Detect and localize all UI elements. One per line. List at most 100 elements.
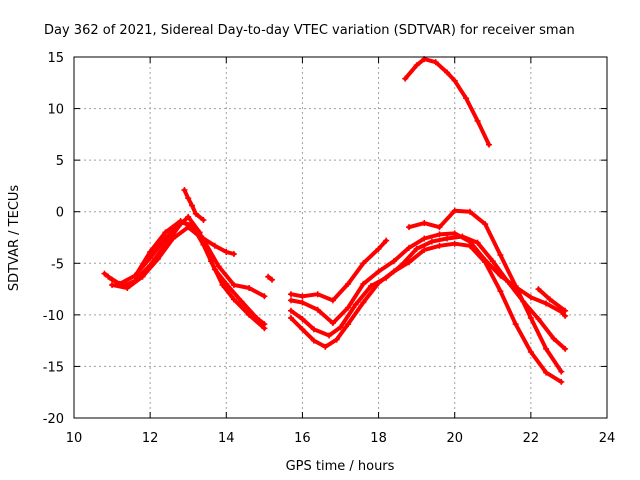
data-point [230,296,237,303]
data-point [185,195,192,202]
data-point [299,315,306,322]
data-point [189,224,196,231]
data-point [562,345,569,352]
data-point [299,293,306,300]
series-arc-4 [131,217,237,280]
data-point [512,282,519,289]
data-point [181,187,188,194]
series-arc-9 [288,237,390,304]
data-point [139,273,146,280]
data-point [421,246,428,253]
data-point [185,213,192,220]
data-point [375,268,382,275]
x-tick-label: 12 [142,431,159,446]
data-point [512,321,519,328]
data-point [436,231,443,238]
data-point [131,273,138,280]
series-line [289,241,564,384]
data-point [219,281,226,288]
data-point [444,69,451,76]
data-point [177,217,184,224]
data-point [189,202,196,209]
data-point [223,248,230,255]
data-point [444,235,451,242]
data-point [383,274,390,281]
data-point [314,291,321,298]
data-point [105,273,112,280]
grid [74,57,607,418]
data-point [562,312,569,319]
data-point [466,208,473,215]
data-point [543,369,550,376]
chart-title: Day 362 of 2021, Sidereal Day-to-day VTE… [44,23,575,38]
y-tick-label: -10 [43,309,64,324]
data-point [451,230,458,237]
data-point [288,291,295,298]
x-tick-label: 20 [446,431,463,446]
data-point [345,321,352,328]
data-point [261,293,268,300]
data-point [489,258,496,265]
series-arc-13 [265,273,275,283]
data-point [215,263,222,270]
data-point [345,280,352,287]
series-arc-10 [406,207,565,375]
series-arc-8 [288,230,569,327]
plot-frame [73,56,608,419]
x-tick-label: 14 [218,431,235,446]
data-point [326,332,333,339]
data-point [527,348,534,355]
data-point [337,324,344,331]
y-axis-label: SDTVAR / TECUs [7,185,22,292]
data-point [253,314,260,321]
y-tick-label: 0 [56,206,64,221]
y-tick-label: -20 [43,412,64,427]
data-point [398,262,405,269]
data-point [147,248,154,255]
data-point [428,238,435,245]
series-line [110,225,267,299]
data-point [360,260,367,267]
data-point [543,345,550,352]
data-point [413,62,420,69]
series-line [102,214,267,331]
x-tick-label: 24 [599,431,616,446]
data-point [230,251,237,258]
data-point [322,343,329,350]
data-point [546,296,553,303]
data-point [238,298,245,305]
x-tick-label: 10 [66,431,83,446]
series-arc-3 [109,224,268,300]
data-point [329,320,336,327]
data-point [421,220,428,227]
data-point [436,242,443,249]
y-tick-label: -15 [43,360,64,375]
data-point [299,326,306,333]
data-point [261,321,268,328]
data-point [211,266,218,273]
data-point [268,276,275,283]
data-point [463,95,470,102]
data-point [310,337,317,344]
data-point [367,282,374,289]
data-point [352,301,359,308]
data-point [200,216,207,223]
data-point [288,297,295,304]
data-point [451,240,458,247]
data-point [310,326,317,333]
y-tick-label: -5 [51,257,64,272]
series-line [289,231,568,326]
data-point [211,242,218,249]
x-tick-label: 22 [523,431,540,446]
data-point [390,258,397,265]
data-point [169,235,176,242]
data-point [562,307,569,314]
data-point [482,257,489,264]
data-point [314,306,321,313]
y-tick-label: 10 [47,103,64,118]
data-point [432,59,439,66]
series-arc-5 [181,187,207,223]
data-point [230,281,237,288]
data-point [288,307,295,314]
y-tick-label: 15 [47,51,64,66]
